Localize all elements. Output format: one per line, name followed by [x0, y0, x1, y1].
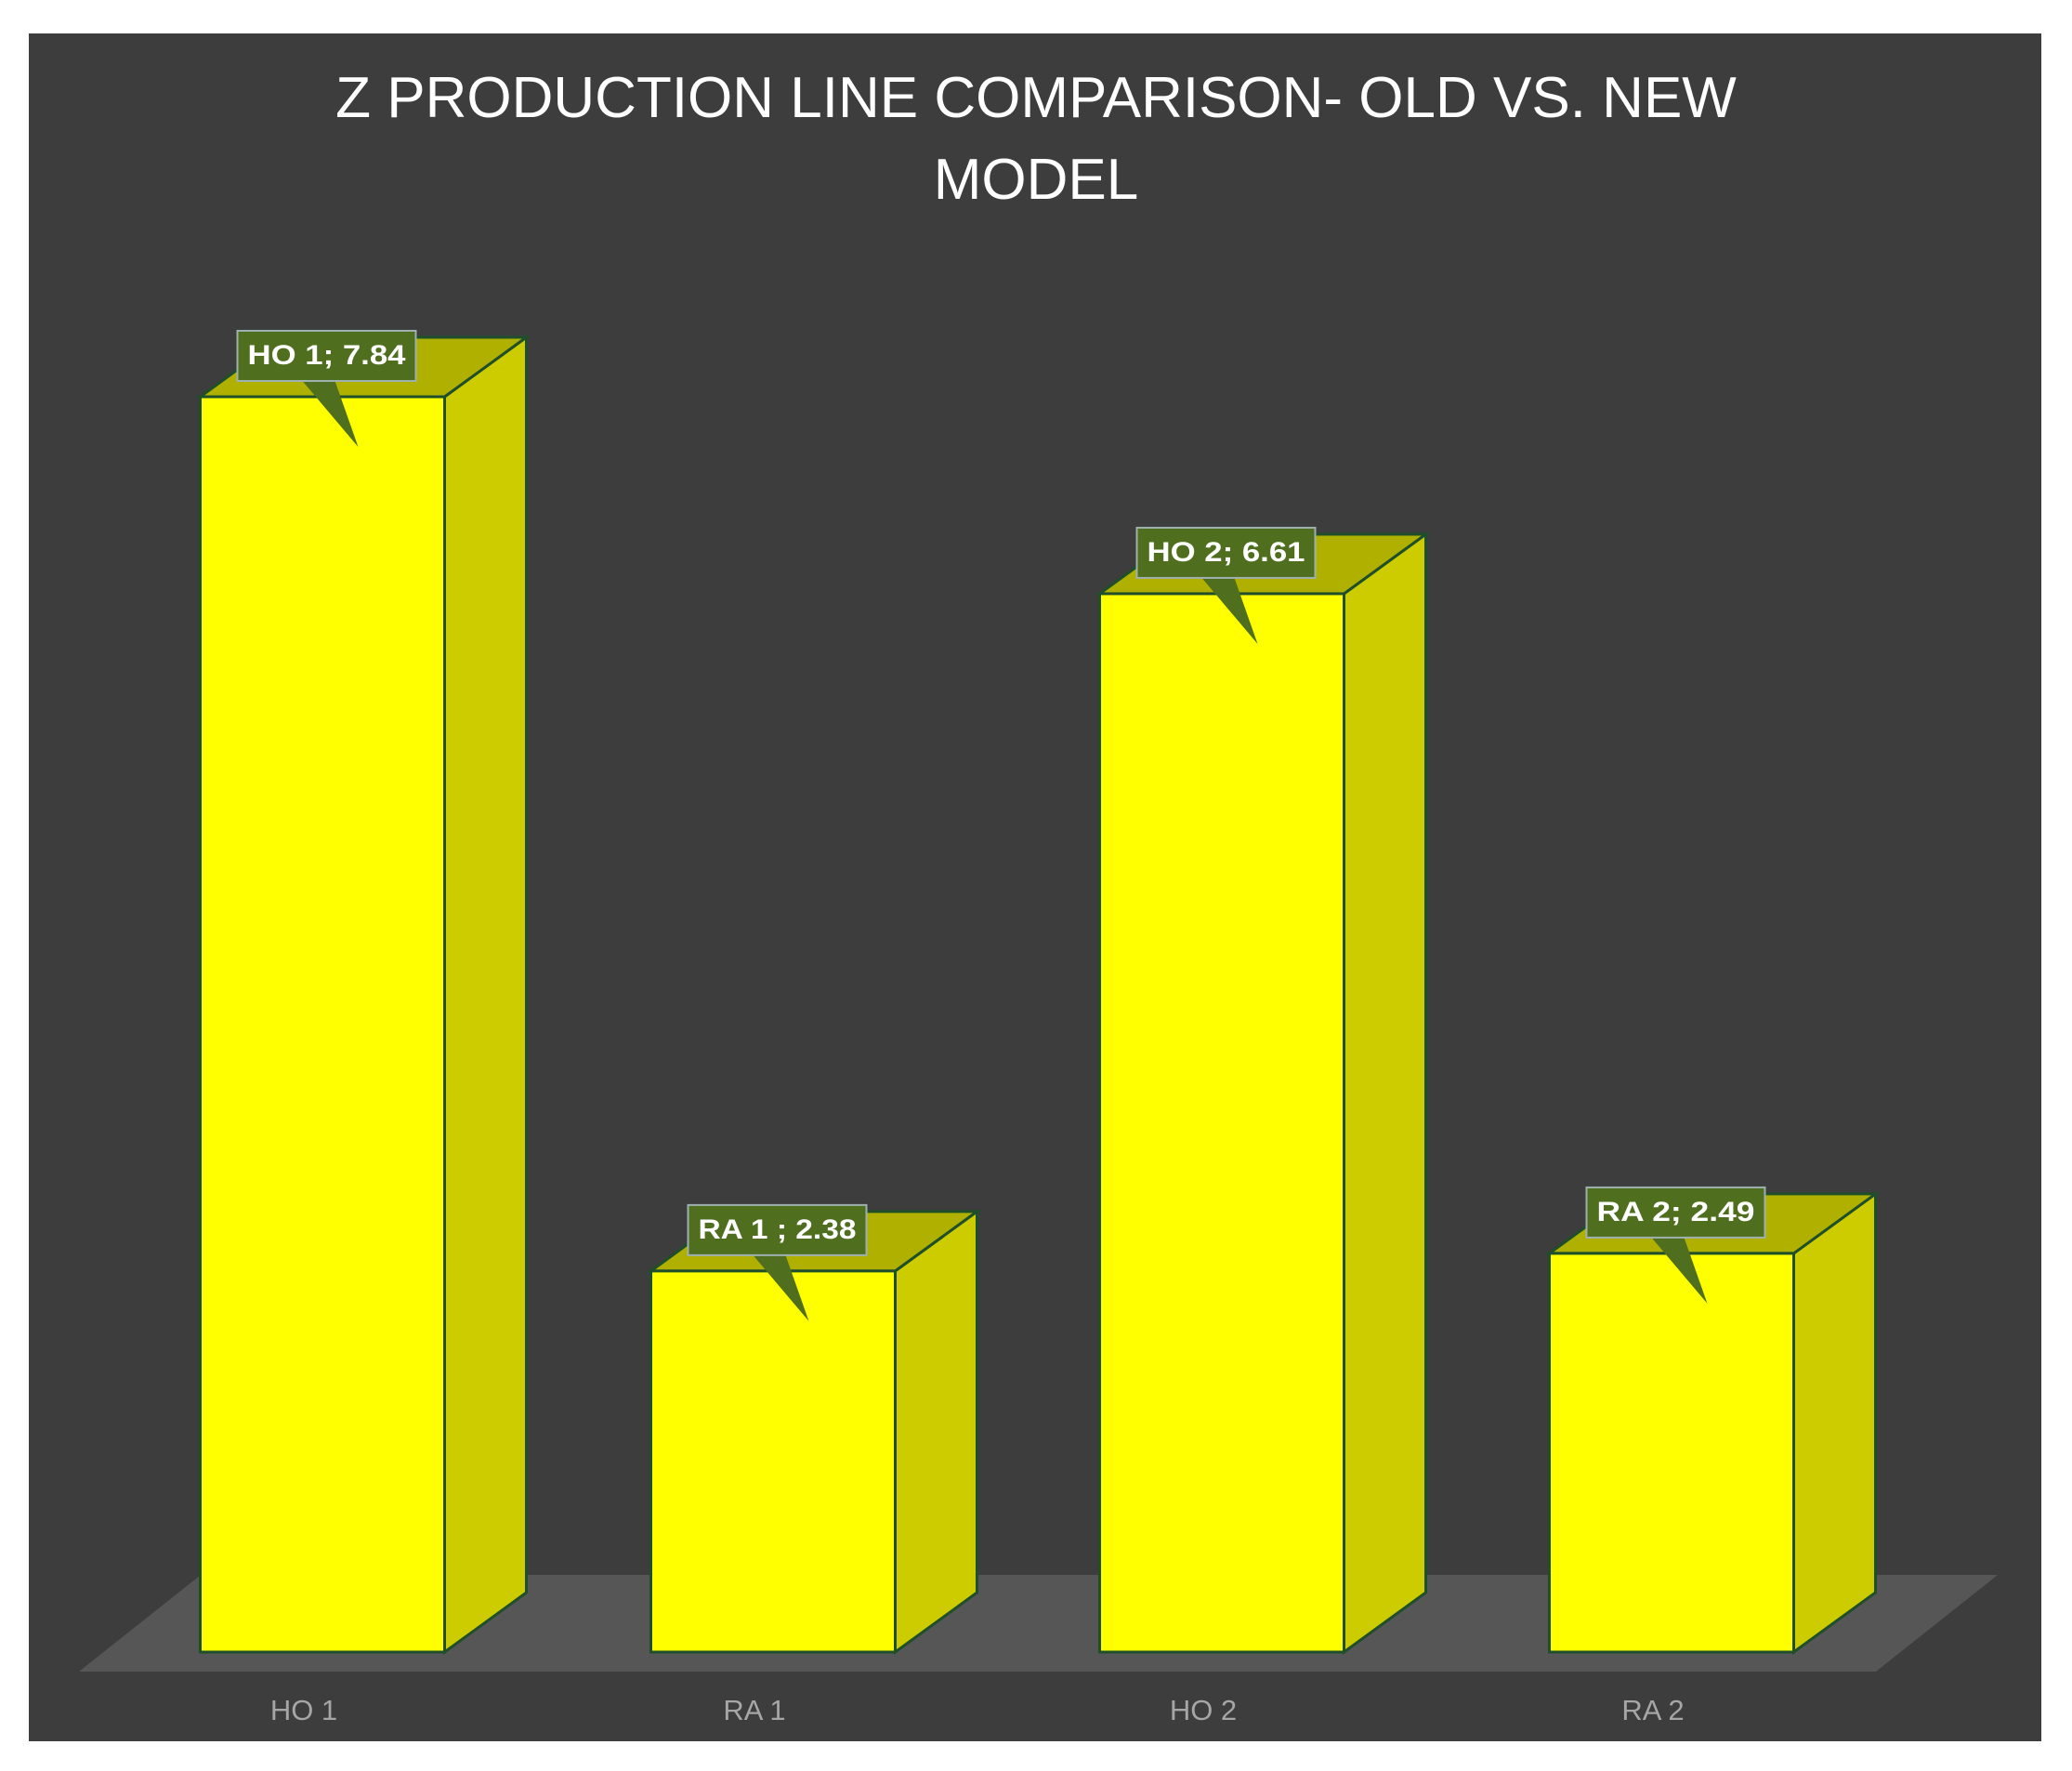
data-label-box [1135, 526, 1317, 579]
data-label-box [236, 330, 417, 382]
data-label: RA 1 ; 2.38 [699, 1214, 857, 1245]
bar-side [1343, 531, 1427, 1655]
data-label: HO 1; 7.84 [248, 340, 406, 371]
bar [649, 1269, 897, 1654]
label-pointer [302, 381, 359, 447]
data-label-box [687, 1203, 868, 1256]
data-label-box [1585, 1186, 1766, 1239]
bar-side [894, 1208, 978, 1655]
label-pointer [1651, 1237, 1708, 1304]
bar-side [1792, 1190, 1877, 1655]
x-tick-label: RA 1 [723, 1694, 785, 1726]
data-label: RA 2; 2.49 [1597, 1197, 1755, 1227]
label-pointer [753, 1254, 809, 1321]
chart-title: Z PRODUCTION LINE COMPARISON- OLD VS. NE… [335, 66, 1737, 212]
x-tick-label: HO 1 [270, 1694, 337, 1726]
x-tick-label: RA 2 [1621, 1694, 1684, 1726]
bar-side [443, 335, 528, 1655]
bar [1098, 592, 1345, 1654]
bar [199, 395, 446, 1654]
floor [79, 1575, 1998, 1672]
x-tick-label: HO 2 [1170, 1694, 1237, 1726]
data-label: HO 2; 6.61 [1147, 537, 1305, 568]
label-pointer [1201, 577, 1258, 644]
bar [1548, 1252, 1795, 1654]
